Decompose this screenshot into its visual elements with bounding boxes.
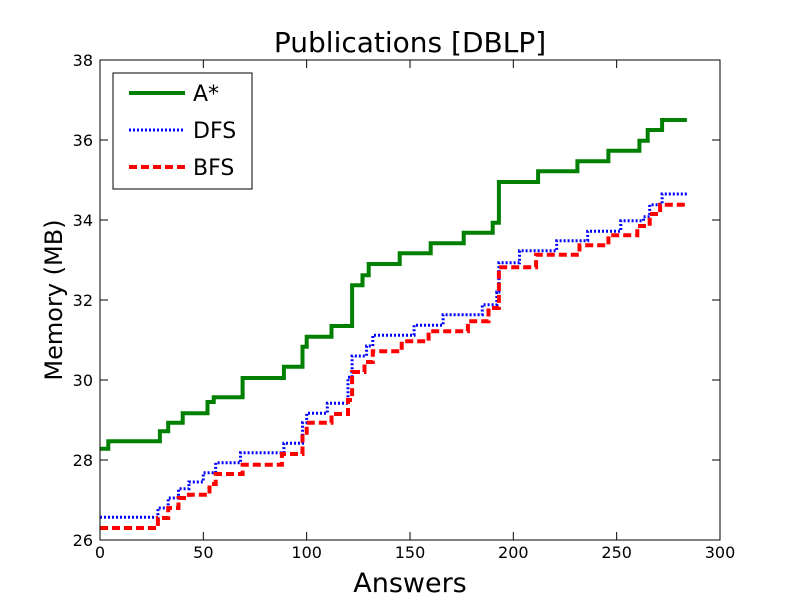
y-tick-label: 32 — [73, 291, 93, 310]
x-tick-label: 300 — [705, 543, 736, 562]
y-tick-label: 38 — [73, 51, 93, 70]
y-tick-label: 34 — [73, 211, 93, 230]
x-tick-label: 100 — [291, 543, 322, 562]
legend: A* DFS BFS — [112, 72, 253, 190]
legend-label: BFS — [193, 156, 234, 181]
y-tick-label: 30 — [73, 371, 93, 390]
x-tick-label: 250 — [601, 543, 632, 562]
y-tick-label: 26 — [73, 531, 93, 550]
y-tick-label: 28 — [73, 451, 93, 470]
y-tick-label: 36 — [73, 131, 93, 150]
series-layer — [100, 118, 687, 530]
legend-label: A* — [193, 82, 219, 107]
plot-frame — [99, 59, 721, 541]
series-line-dfs — [100, 192, 687, 519]
series-line-bfs — [100, 202, 687, 530]
y-axis-label: Memory (MB) — [40, 219, 68, 380]
x-tick-label: 0 — [95, 543, 105, 562]
x-tick-label: 50 — [193, 543, 213, 562]
x-tick-label: 200 — [498, 543, 529, 562]
series-line-astar — [100, 118, 687, 451]
ticks-layer: 0 50 100 150 200 250 300 26 28 30 32 34 36 38 — [73, 51, 736, 562]
x-axis-label: Answers — [353, 568, 467, 599]
chart-title: Publications [DBLP] — [274, 26, 546, 59]
x-tick-label: 150 — [395, 543, 426, 562]
legend-label: DFS — [193, 119, 236, 144]
